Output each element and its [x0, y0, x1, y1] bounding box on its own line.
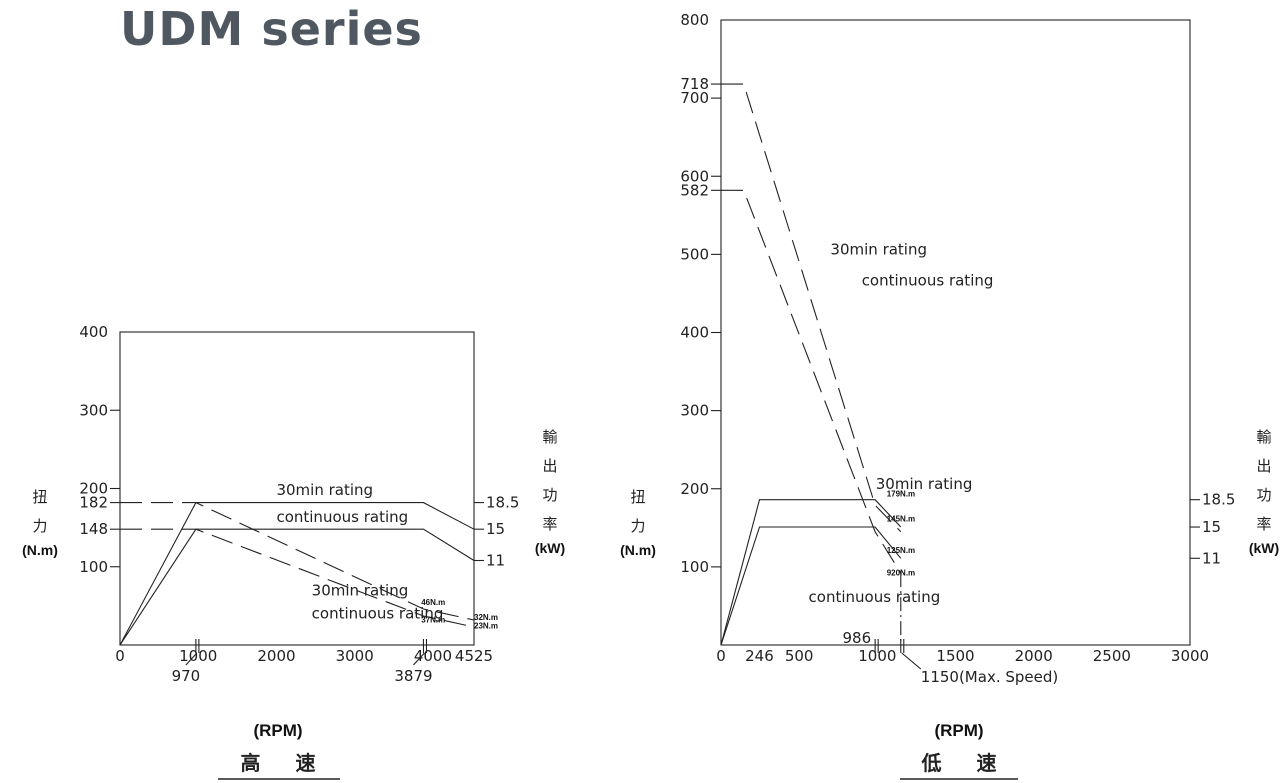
- chart1-y-right-axis-label: 功: [542, 486, 557, 504]
- page-title: UDM series: [120, 2, 423, 56]
- chart1-rating-label: continuous rating: [276, 508, 408, 526]
- chart2-rating-label: continuous rating: [809, 588, 941, 606]
- chart2-x-tick-label: 1000: [858, 647, 896, 665]
- chart2-rating-label: continuous rating: [862, 272, 994, 290]
- chart2-y-tick-label: 300: [680, 402, 709, 420]
- chart2-y-right-axis-label: (kW): [1249, 540, 1279, 556]
- chart2-series-torque-4: [721, 189, 902, 574]
- chart2-y-right-axis-label: 輸: [1256, 428, 1271, 446]
- chart2-x-tick-label: 2500: [1093, 647, 1131, 665]
- chart1-x-tick-label: 1000: [179, 647, 217, 665]
- chart2-torque-value-label: 920N.m: [887, 568, 915, 577]
- chart1-y-tick-label: 100: [79, 558, 108, 576]
- chart2-x-tick-label: 246: [745, 647, 774, 665]
- chart1-y-tick-label: 400: [79, 323, 108, 341]
- chart1-y-tick-label: 148: [79, 520, 108, 538]
- chart1-x-tick-label: 2000: [257, 647, 295, 665]
- chart2-rating-label: 30min rating: [876, 475, 973, 493]
- chart1-kw-tick-label: 15: [486, 520, 505, 538]
- chart1-y-tick-label: 182: [79, 494, 108, 512]
- chart2-x-tick-label: 500: [785, 647, 814, 665]
- chart1-rating-label: 30min rating: [312, 582, 409, 600]
- chart2-rating-label: 30min rating: [830, 240, 927, 258]
- chart1-x-extra-label: 3879: [394, 667, 432, 685]
- chart1-y-right-axis-label: (kW): [535, 540, 565, 556]
- chart2-series-power-1: [720, 499, 902, 646]
- chart1-kw-tick-label: 11: [486, 551, 505, 569]
- chart1-series-torque-3: [120, 502, 475, 621]
- chart1-y-right-axis-label: 輸: [542, 428, 557, 446]
- chart1-series-power-2: [119, 528, 475, 646]
- chart1-torque-value-label: 32N.m: [474, 613, 498, 622]
- chart1-x-extra-leader: [413, 652, 425, 666]
- chart1-x-tick-label: 3000: [336, 647, 374, 665]
- chart2-y-tick-label: 400: [680, 324, 709, 342]
- chart2-x-tick-label: 0: [716, 647, 726, 665]
- chart1-rating-label: 30min rating: [276, 481, 373, 499]
- chart2-y-tick-label: 800: [680, 11, 709, 29]
- chart2-series-power-2: [720, 526, 902, 646]
- chart2-speed-subtitle: 低 速: [921, 751, 1011, 775]
- chart1-rating-label: continuous rating: [312, 604, 444, 622]
- chart2-x-extra-label: 986: [843, 629, 872, 647]
- chart2-plot-frame: [720, 19, 1191, 646]
- chart2-torque-value-label: 179N.m: [887, 490, 915, 499]
- chart2-y-tick-label: 200: [680, 480, 709, 498]
- chart1-torque-value-label: 23N.m: [474, 622, 498, 631]
- chart1-y-left-axis-label: 力: [32, 517, 47, 535]
- chart2-kw-tick-label: 11: [1202, 549, 1221, 567]
- chart2-kw-tick-label: 18.5: [1202, 491, 1235, 509]
- chart2-x-extra-label: 1150(Max. Speed): [921, 668, 1058, 686]
- chart2-y-tick-label: 700: [680, 89, 709, 107]
- chart1-y-tick-label: 200: [79, 480, 108, 498]
- chart2-torque-value-label: 125N.m: [887, 546, 915, 555]
- chart1-y-left-axis-label: 扭: [32, 488, 47, 506]
- chart1-torque-value-label: 46N.m: [421, 598, 445, 607]
- chart1-x-tick-label: 0: [115, 647, 125, 665]
- chart1-x-axis-label: (RPM): [253, 721, 302, 740]
- chart2-torque-value-label: 145N.m: [887, 515, 915, 524]
- chart2-y-tick-label: 718: [680, 75, 709, 93]
- chart2-series-torque-3: [721, 83, 902, 533]
- chart1-series-power-1: [119, 502, 475, 646]
- chart1-x-extra-label: 970: [172, 667, 201, 685]
- chart2-x-axis-label: (RPM): [934, 721, 983, 740]
- chart1-x-extra-leader: [185, 652, 198, 666]
- chart2-x-extra-leader: [901, 652, 922, 670]
- chart1-speed-subtitle: 高 速: [241, 751, 330, 775]
- chart2-x-tick-label: 2000: [1015, 647, 1053, 665]
- chart1-x-tick-label: 4000: [414, 647, 452, 665]
- chart1-kw-tick-label: 18.5: [486, 494, 519, 512]
- chart1-series-torque-4: [120, 528, 475, 628]
- chart2-y-tick-label: 100: [680, 558, 709, 576]
- chart1-torque-value-label: 37N.m: [421, 615, 445, 624]
- chart2-y-left-axis-label: 力: [630, 517, 645, 535]
- chart2-kw-tick-label: 15: [1202, 518, 1221, 536]
- chart1-y-left-axis-label: (N.m): [22, 542, 58, 558]
- chart1-x-tick-label: 4525: [455, 647, 493, 665]
- chart2-y-tick-label: 600: [680, 167, 709, 185]
- chart2-y-right-axis-label: 率: [1256, 515, 1271, 533]
- chart2-y-tick-label: 500: [680, 245, 709, 263]
- chart2-x-tick-label: 3000: [1171, 647, 1209, 665]
- chart1-y-tick-label: 300: [79, 401, 108, 419]
- chart2-y-tick-label: 582: [680, 181, 709, 199]
- chart1-y-right-axis-label: 出: [542, 457, 557, 475]
- chart1-y-right-axis-label: 率: [542, 515, 557, 533]
- chart2-y-left-axis-label: 扭: [630, 488, 645, 506]
- chart2-y-left-axis-label: (N.m): [620, 542, 656, 558]
- chart2-y-right-axis-label: 出: [1256, 457, 1271, 475]
- chart2-x-tick-label: 1500: [936, 647, 974, 665]
- chart2-y-right-axis-label: 功: [1256, 486, 1271, 504]
